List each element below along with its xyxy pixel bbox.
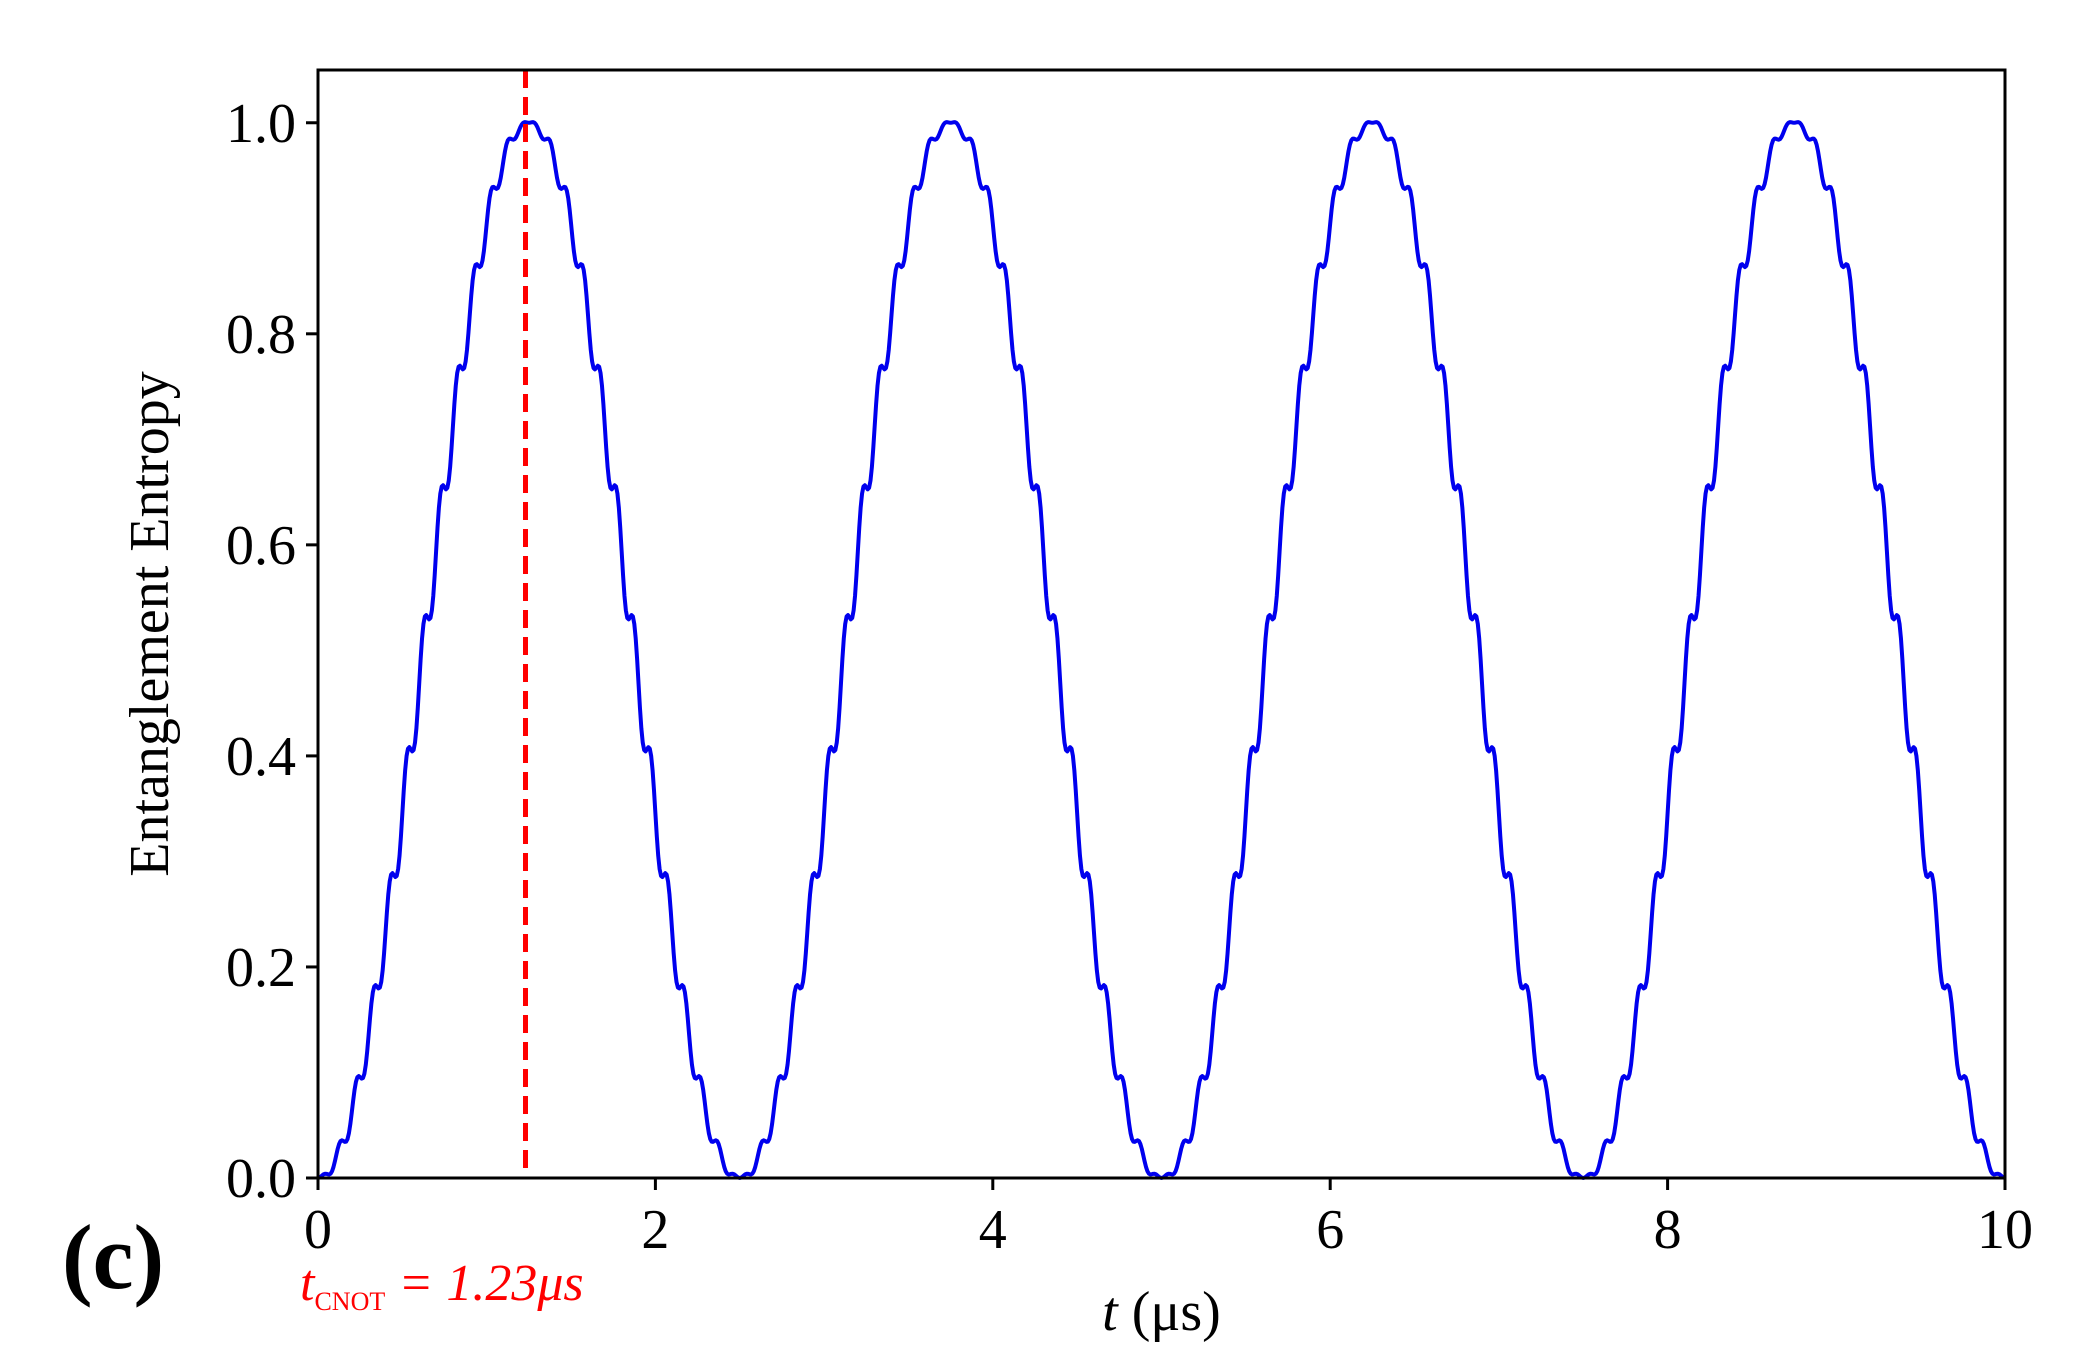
y-tick-label: 0.6 [226,515,296,577]
y-tick-label: 0.0 [226,1148,296,1210]
x-tick-label: 10 [1977,1199,2033,1261]
x-axis-label-var: t [1102,1281,1119,1343]
x-axis-label: t (μs) [1102,1281,1221,1343]
x-axis-label-unit: (μs) [1118,1281,1221,1343]
x-tick-label: 6 [1316,1199,1344,1261]
plot-frame [316,68,2007,1180]
series-line [317,120,2006,1180]
x-tick-label: 0 [304,1199,332,1261]
x-tick-label: 4 [979,1199,1007,1261]
annotation-subscript: CNOT [314,1287,385,1316]
annotation-label: tCNOT = 1.23μs [300,1255,584,1316]
y-tick-label: 1.0 [226,93,296,155]
series-layer [317,120,2006,1180]
y-tick-label: 0.4 [226,726,296,788]
y-tick-label: 0.8 [226,304,296,366]
annotation-t: t [300,1255,316,1312]
ticks-layer: 0 2 4 6 8 10 0.0 0.2 0.4 0.6 0.8 1.0 [226,93,2033,1261]
panel-label: (c) [62,1206,164,1308]
y-tick-label: 0.2 [226,937,296,999]
x-tick-label: 8 [1654,1199,1682,1261]
x-tick-label: 2 [641,1199,669,1261]
annotation-value: = 1.23μs [385,1255,583,1312]
y-axis-label: Entanglement Entropy [119,371,181,876]
